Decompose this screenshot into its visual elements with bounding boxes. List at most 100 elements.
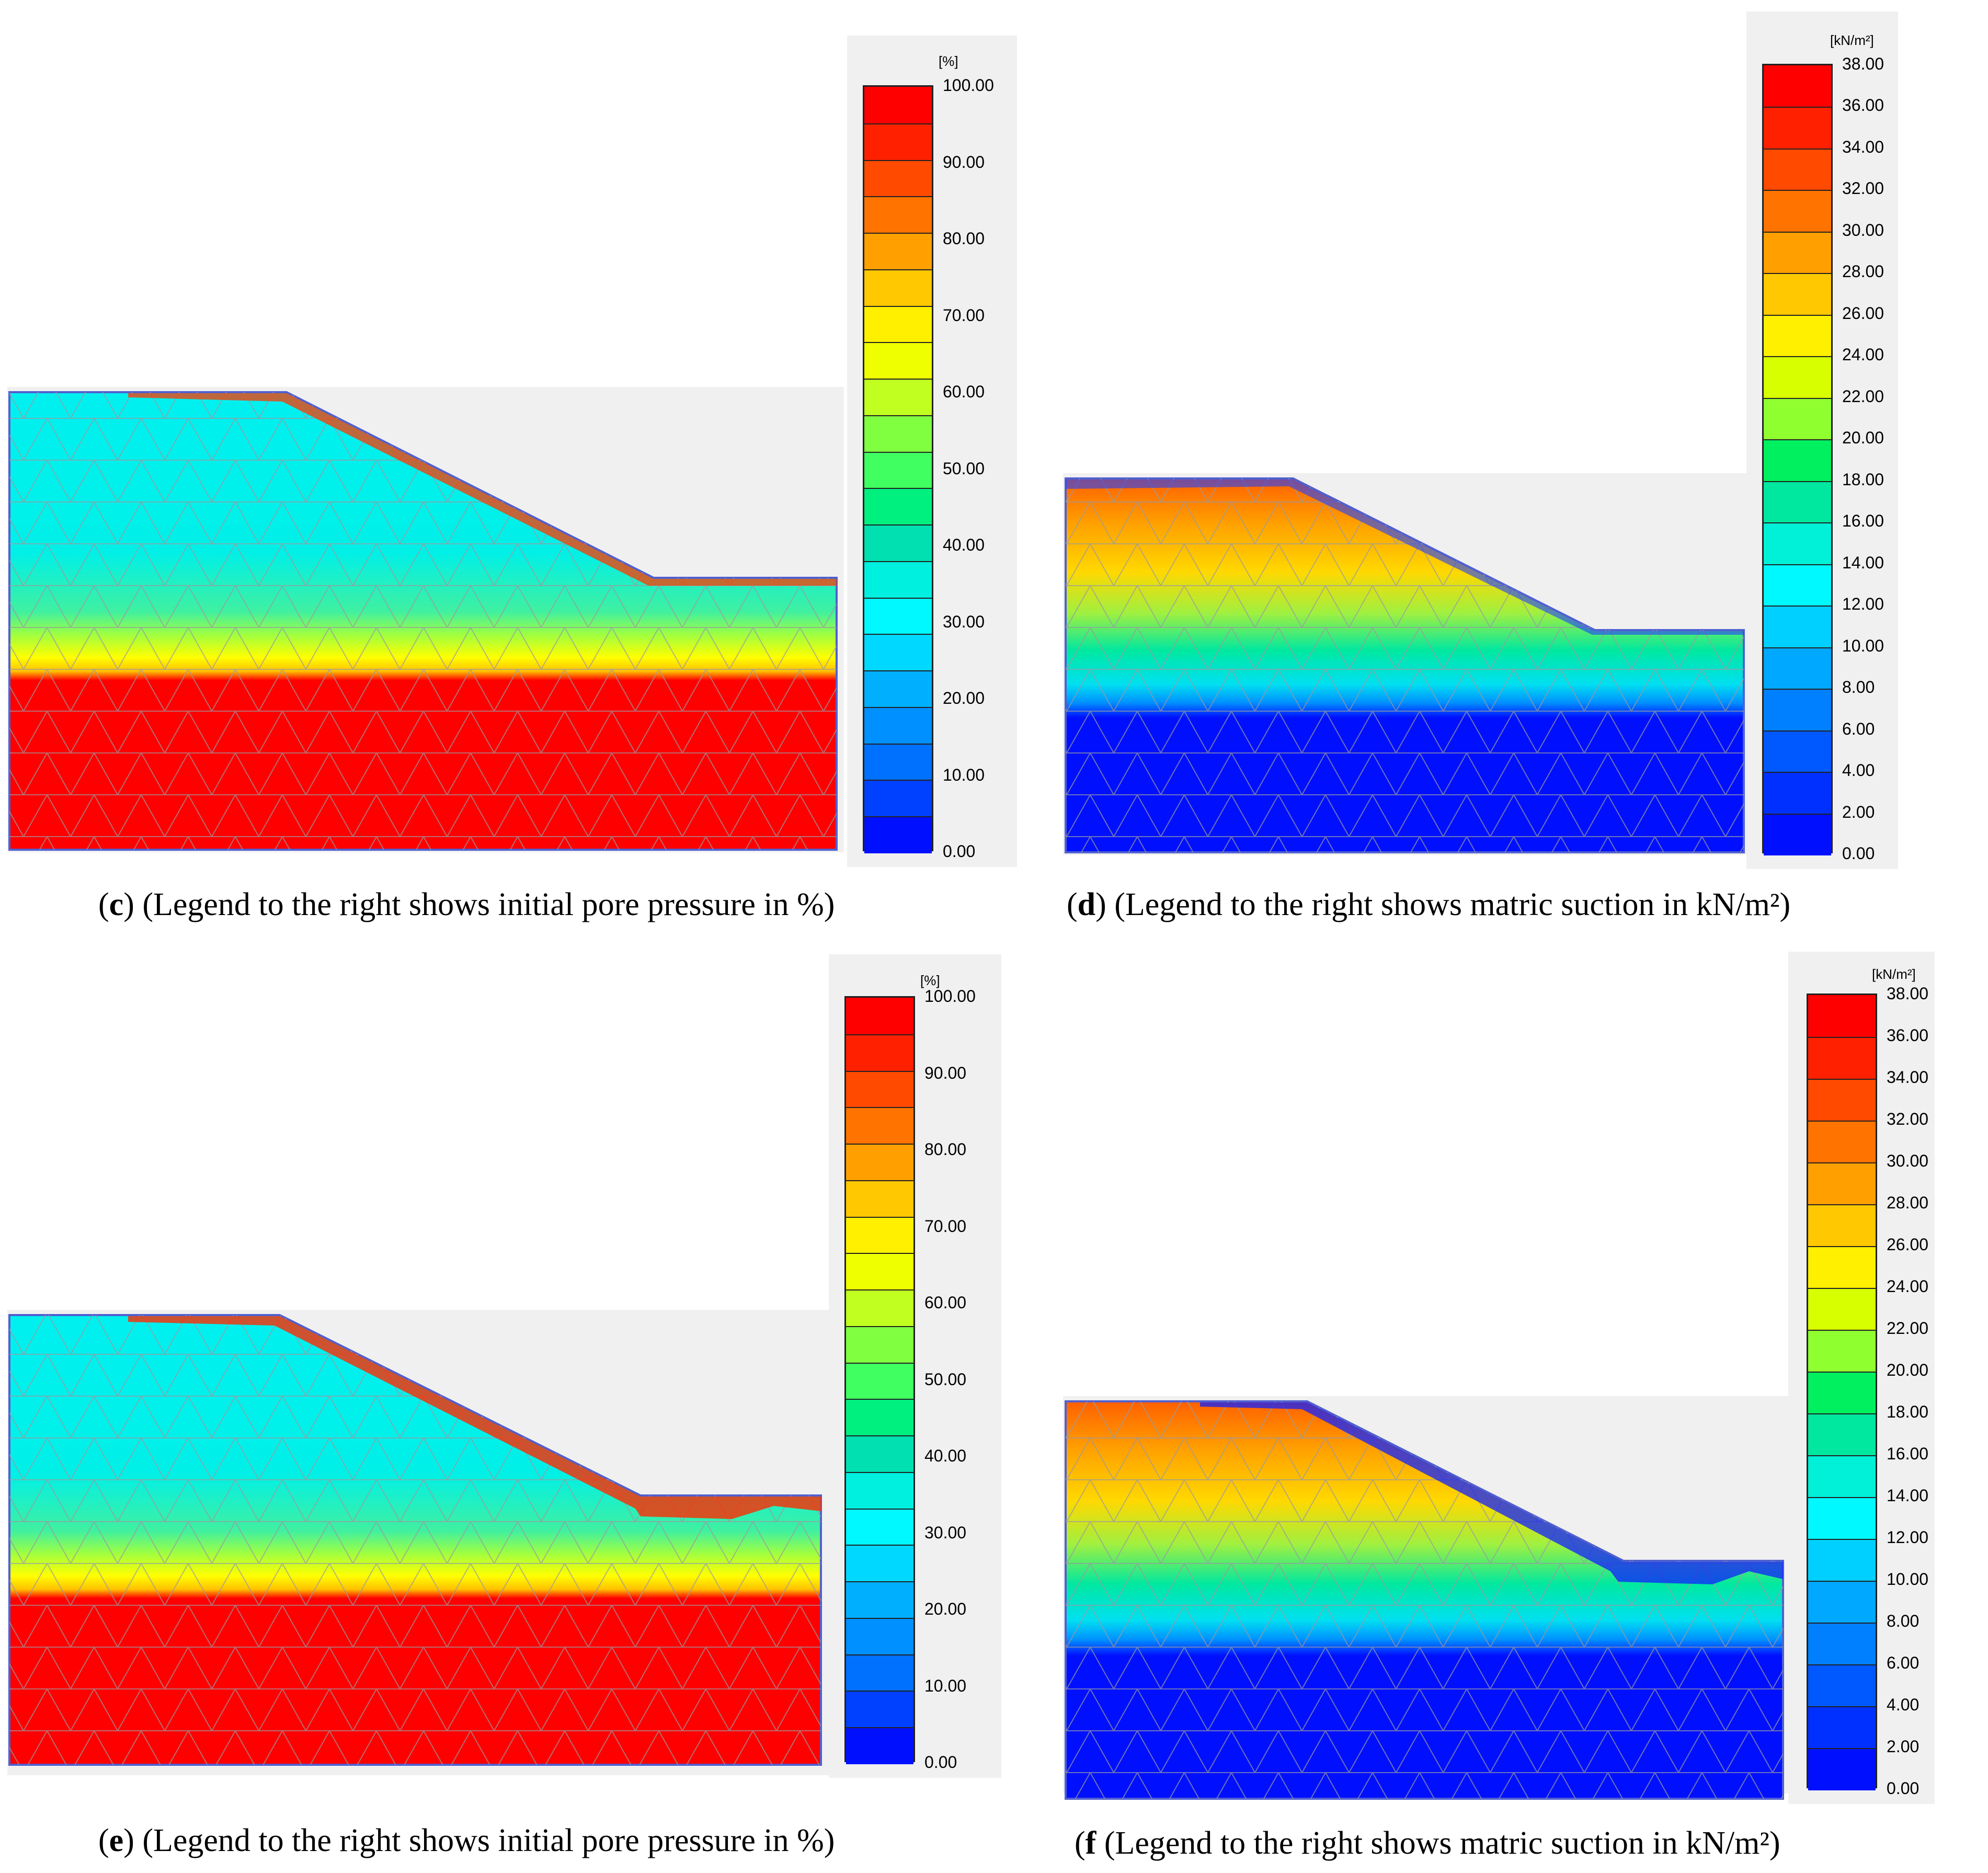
tick-label-f-15: 8.00: [1887, 1612, 1920, 1630]
legend-d: [kN/m²] 38.00 36.00 34.00 32.00 30.00 28.00 26…: [1746, 12, 1898, 869]
tick-label-c-7: 30.00: [943, 612, 985, 631]
colorbar-band-d-11: [1764, 522, 1831, 565]
tick-label-f-6: 26.00: [1887, 1235, 1929, 1254]
legend-e: [%] 100.00 90.00 80.00 70.00 60.00 50.00 40.00…: [829, 954, 1001, 1778]
colorbar-band-d-2: [1764, 148, 1831, 191]
tick-label-e-1: 90.00: [924, 1063, 967, 1082]
tick-label-d-18: 2.00: [1842, 802, 1875, 821]
tick-label-f-17: 4.00: [1887, 1695, 1920, 1714]
caption-f: (f (Legend to the right shows matric suc…: [1075, 1825, 1780, 1861]
legend-f: [kN/m²] 38.00 36.00 34.00 32.00 30.00 28.00 26…: [1788, 952, 1935, 1804]
legend-unit-d: [kN/m²]: [1830, 32, 1874, 48]
colorbar-band-e-5: [846, 1180, 913, 1217]
panel-c: [%] 100.00 90.00 80.00 70.00 60.00 50.00 40.00…: [0, 0, 1020, 936]
colorbar-band-e-0: [846, 998, 913, 1035]
colorbar-band-f-18: [1808, 1748, 1876, 1790]
tick-label-f-13: 12.00: [1887, 1528, 1929, 1547]
tick-label-c-0: 100.00: [943, 76, 994, 95]
tick-label-c-8: 20.00: [943, 689, 985, 707]
colorbar-band-e-18: [846, 1654, 913, 1692]
colorbar-band-f-5: [1808, 1204, 1876, 1247]
colorbar-band-e-15: [846, 1545, 913, 1582]
colorbar-band-e-19: [846, 1691, 913, 1728]
colorbar-band-e-16: [846, 1581, 913, 1618]
colorbar-band-c-1: [864, 123, 932, 161]
tick-label-d-7: 24.00: [1842, 345, 1884, 364]
tick-label-f-16: 6.00: [1887, 1653, 1920, 1672]
tick-label-f-8: 22.00: [1887, 1319, 1929, 1338]
colorbar-band-c-10: [864, 451, 932, 489]
colorbar-band-c-19: [864, 780, 932, 817]
colorbar-band-d-0: [1764, 65, 1831, 108]
tick-label-f-12: 14.00: [1887, 1486, 1929, 1505]
colorbar-band-c-3: [864, 196, 932, 234]
colorbar-band-f-7: [1808, 1288, 1876, 1330]
colorbar-f: [1807, 993, 1877, 1790]
colorbar-band-d-18: [1764, 813, 1831, 855]
legend-unit-e: [%]: [920, 973, 940, 988]
colorbar-band-c-17: [864, 706, 932, 744]
colorbar-band-d-5: [1764, 273, 1831, 315]
tick-label-e-6: 40.00: [924, 1446, 967, 1465]
tick-label-d-12: 14.00: [1842, 553, 1884, 572]
colorbar-band-c-13: [864, 561, 932, 598]
tick-label-d-8: 22.00: [1842, 386, 1884, 406]
caption-text-d: ) (Legend to the right shows matric suct…: [1095, 887, 1791, 922]
tick-label-f-19: 0.00: [1887, 1779, 1920, 1798]
tick-label-f-0: 38.00: [1887, 984, 1929, 1003]
colorbar-band-f-14: [1808, 1581, 1876, 1623]
colorbar-band-d-17: [1764, 772, 1831, 814]
colorbar-band-c-8: [864, 379, 932, 416]
colorbar-band-d-12: [1764, 564, 1831, 607]
tick-label-f-2: 34.00: [1887, 1068, 1929, 1087]
colorbar-band-c-6: [864, 305, 932, 343]
colorbar-band-c-18: [864, 743, 932, 781]
colorbar-band-f-13: [1808, 1539, 1876, 1581]
colorbar-e: [844, 996, 915, 1764]
colorbar-band-e-7: [846, 1253, 913, 1290]
colorbar-band-d-15: [1764, 689, 1831, 731]
caption-letter-e: e: [109, 1823, 124, 1858]
colorbar-band-e-20: [846, 1727, 913, 1764]
colorbar-band-e-8: [846, 1289, 913, 1327]
tick-label-d-6: 26.00: [1842, 303, 1884, 323]
colorbar-band-e-17: [846, 1617, 913, 1655]
legend-unit-f: [kN/m²]: [1872, 966, 1916, 982]
colorbar-band-e-2: [846, 1070, 913, 1108]
colorbar-band-e-3: [846, 1107, 913, 1145]
tick-label-d-19: 0.00: [1842, 844, 1875, 863]
contour-plot-e: [7, 1310, 844, 1775]
caption-letter-f: f: [1085, 1825, 1096, 1861]
caption-e: (e) (Legend to the right shows initial p…: [98, 1823, 835, 1858]
colorbar-band-e-11: [846, 1399, 913, 1436]
panel-f: [kN/m²] 38.00 36.00 34.00 32.00 30.00 28.00 26…: [1043, 936, 1988, 1873]
colorbar-band-c-16: [864, 670, 932, 707]
colorbar-band-f-1: [1808, 1037, 1876, 1079]
tick-label-e-9: 10.00: [924, 1676, 967, 1695]
colorbar-d: [1762, 64, 1833, 855]
colorbar-band-c-5: [864, 269, 932, 306]
colorbar-band-c-4: [864, 233, 932, 270]
tick-label-f-7: 24.00: [1887, 1277, 1929, 1296]
tick-label-e-0: 100.00: [924, 987, 976, 1006]
colorbar-band-d-9: [1764, 439, 1831, 482]
colorbar-band-d-16: [1764, 730, 1831, 773]
colorbar-band-e-6: [846, 1216, 913, 1254]
colorbar-band-f-0: [1808, 995, 1876, 1037]
tick-label-e-10: 0.00: [924, 1753, 957, 1772]
tick-label-d-0: 38.00: [1842, 54, 1884, 73]
colorbar-band-d-7: [1764, 356, 1831, 398]
tick-label-c-10: 0.00: [943, 842, 976, 861]
tick-label-e-5: 50.00: [924, 1369, 967, 1389]
tick-label-c-1: 90.00: [943, 152, 985, 172]
tick-label-d-1: 36.00: [1842, 96, 1884, 115]
tick-label-f-11: 16.00: [1887, 1444, 1929, 1463]
colorbar-band-f-16: [1808, 1664, 1876, 1707]
colorbar-band-f-8: [1808, 1330, 1876, 1372]
caption-c: (c) (Legend to the right shows initial p…: [98, 887, 835, 922]
caption-letter-c: c: [109, 887, 124, 922]
colorbar-band-d-6: [1764, 314, 1831, 357]
colorbar-band-d-3: [1764, 190, 1831, 232]
contour-plot-d: [1063, 473, 1748, 855]
colorbar-band-d-10: [1764, 481, 1831, 523]
